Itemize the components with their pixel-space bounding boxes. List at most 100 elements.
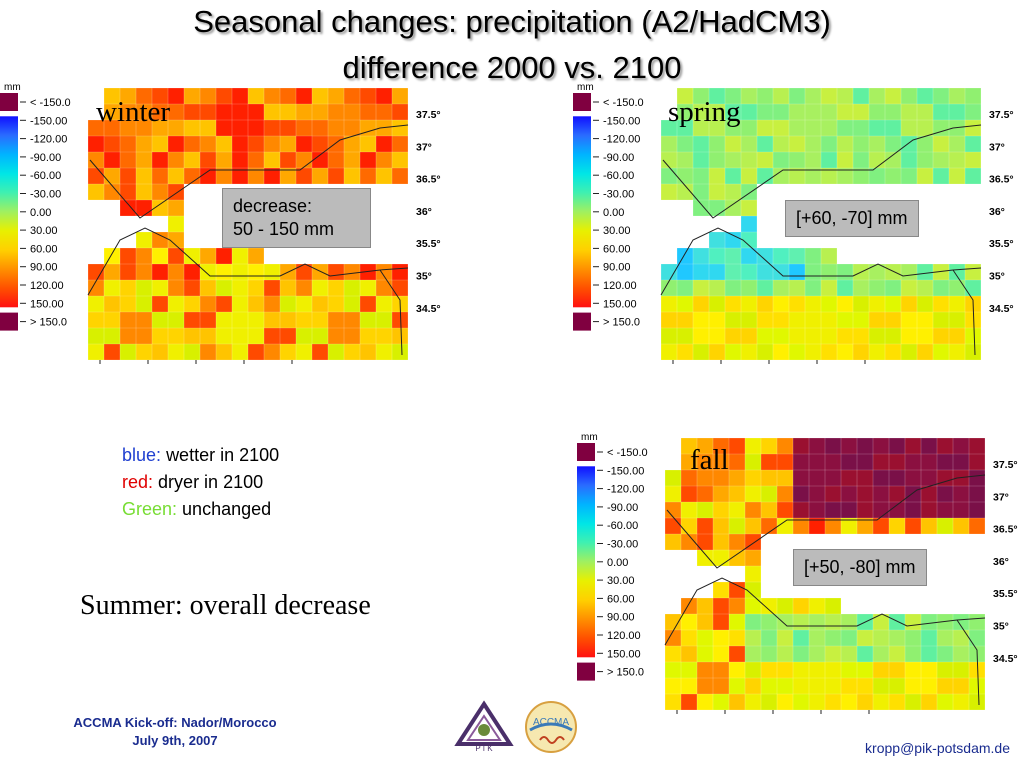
heatmap-cell: [104, 120, 120, 136]
heatmap-cell: [184, 312, 200, 328]
heatmap-cell: [777, 454, 793, 470]
heatmap-cell: [681, 534, 697, 550]
heatmap-cell: [120, 296, 136, 312]
heatmap-cell: [168, 328, 184, 344]
heatmap-cell: [777, 518, 793, 534]
heatmap-cell: [120, 328, 136, 344]
heatmap-cell: [825, 502, 841, 518]
heatmap-cell: [296, 120, 312, 136]
heatmap-cell: [376, 264, 392, 280]
scale-tick-label: 60.00: [607, 593, 635, 605]
heatmap-cell: [136, 296, 152, 312]
heatmap-cell: [789, 136, 805, 152]
scale-swatch: [573, 93, 591, 111]
heatmap-cell: [825, 678, 841, 694]
scale-gradient: [577, 466, 595, 658]
heatmap-cell: [793, 486, 809, 502]
heatmap-cell: [841, 646, 857, 662]
scale-swatch: [0, 312, 18, 331]
heatmap-cell: [264, 136, 280, 152]
heatmap-cell: [328, 296, 344, 312]
heatmap-cell: [921, 502, 937, 518]
heatmap-cell: [681, 438, 697, 454]
heatmap-cell: [745, 566, 761, 582]
heatmap-cell: [312, 168, 328, 184]
heatmap-cell: [757, 120, 773, 136]
y-tick-label: 36.5°: [416, 174, 441, 186]
heatmap-cell: [841, 470, 857, 486]
heatmap-cells: [665, 438, 985, 710]
heatmap-cell: [741, 248, 757, 264]
heatmap-cell: [873, 678, 889, 694]
scale-tick-label: 150.00: [607, 648, 641, 660]
scale-tick-label: > 150.0: [607, 667, 644, 679]
heatmap-cell: [681, 694, 697, 710]
heatmap-cell: [152, 296, 168, 312]
y-tick-label: 37.5°: [416, 109, 441, 121]
heatmap-cell: [821, 264, 837, 280]
heatmap-cell: [677, 248, 693, 264]
heatmap-cell: [216, 280, 232, 296]
heatmap-cell: [376, 152, 392, 168]
heatmap-cell: [200, 264, 216, 280]
footer-event-title: ACCMA Kick-off: Nador/Morocco: [73, 715, 277, 730]
heatmap-cell: [869, 152, 885, 168]
heatmap-cell: [661, 328, 677, 344]
heatmap-cell: [821, 104, 837, 120]
heatmap-cell: [809, 646, 825, 662]
heatmap-cell: [360, 104, 376, 120]
heatmap-cell: [905, 454, 921, 470]
heatmap-cell: [969, 470, 985, 486]
heatmap-cell: [741, 312, 757, 328]
heatmap-cell: [677, 328, 693, 344]
heatmap-cell: [789, 344, 805, 360]
heatmap-cell: [757, 312, 773, 328]
heatmap-cell: [344, 344, 360, 360]
heatmap-cell: [280, 296, 296, 312]
heatmap-cell: [949, 136, 965, 152]
heatmap-cell: [280, 328, 296, 344]
heatmap-cell: [677, 264, 693, 280]
heatmap-cell: [741, 152, 757, 168]
heatmap-cell: [296, 328, 312, 344]
heatmap-cell: [168, 312, 184, 328]
heatmap-cell: [376, 344, 392, 360]
heatmap-cell: [280, 312, 296, 328]
x-tick-label: -5.5°: [709, 369, 732, 370]
heatmap-cell: [677, 152, 693, 168]
heatmap-cell: [392, 120, 408, 136]
heatmap-cell: [376, 88, 392, 104]
heatmap-cell: [725, 200, 741, 216]
heatmap-cell: [873, 518, 889, 534]
heatmap-cell: [821, 120, 837, 136]
heatmap-cell: [152, 152, 168, 168]
scale-tick-label: > 150.0: [30, 317, 67, 329]
heatmap-cell: [949, 168, 965, 184]
heatmap-cell: [837, 280, 853, 296]
winter-map-panel: mm < -150.0 -150.00 -120.00 -90.00 -60.00 -30.…: [0, 80, 445, 370]
heatmap-cell: [360, 120, 376, 136]
y-tick-label: 37.5°: [993, 459, 1018, 471]
heatmap-cell: [104, 184, 120, 200]
y-tick-label: 34.5°: [993, 653, 1018, 665]
heatmap-cell: [969, 518, 985, 534]
heatmap-cell: [789, 168, 805, 184]
heatmap-cell: [713, 614, 729, 630]
heatmap-cell: [709, 120, 725, 136]
fall-label: fall: [690, 444, 729, 476]
heatmap-cell: [773, 152, 789, 168]
heatmap-cell: [841, 662, 857, 678]
legend-green-label: Green:: [122, 499, 178, 519]
heatmap-cell: [933, 136, 949, 152]
scale-tick-label: -120.00: [607, 484, 644, 496]
heatmap-cell: [344, 152, 360, 168]
heatmap-cell: [729, 518, 745, 534]
heatmap-cell: [821, 168, 837, 184]
heatmap-cell: [152, 200, 168, 216]
heatmap-cell: [921, 694, 937, 710]
heatmap-cell: [805, 312, 821, 328]
heatmap-cell: [761, 646, 777, 662]
heatmap-cell: [693, 152, 709, 168]
heatmap-cell: [392, 168, 408, 184]
heatmap-cell: [713, 582, 729, 598]
